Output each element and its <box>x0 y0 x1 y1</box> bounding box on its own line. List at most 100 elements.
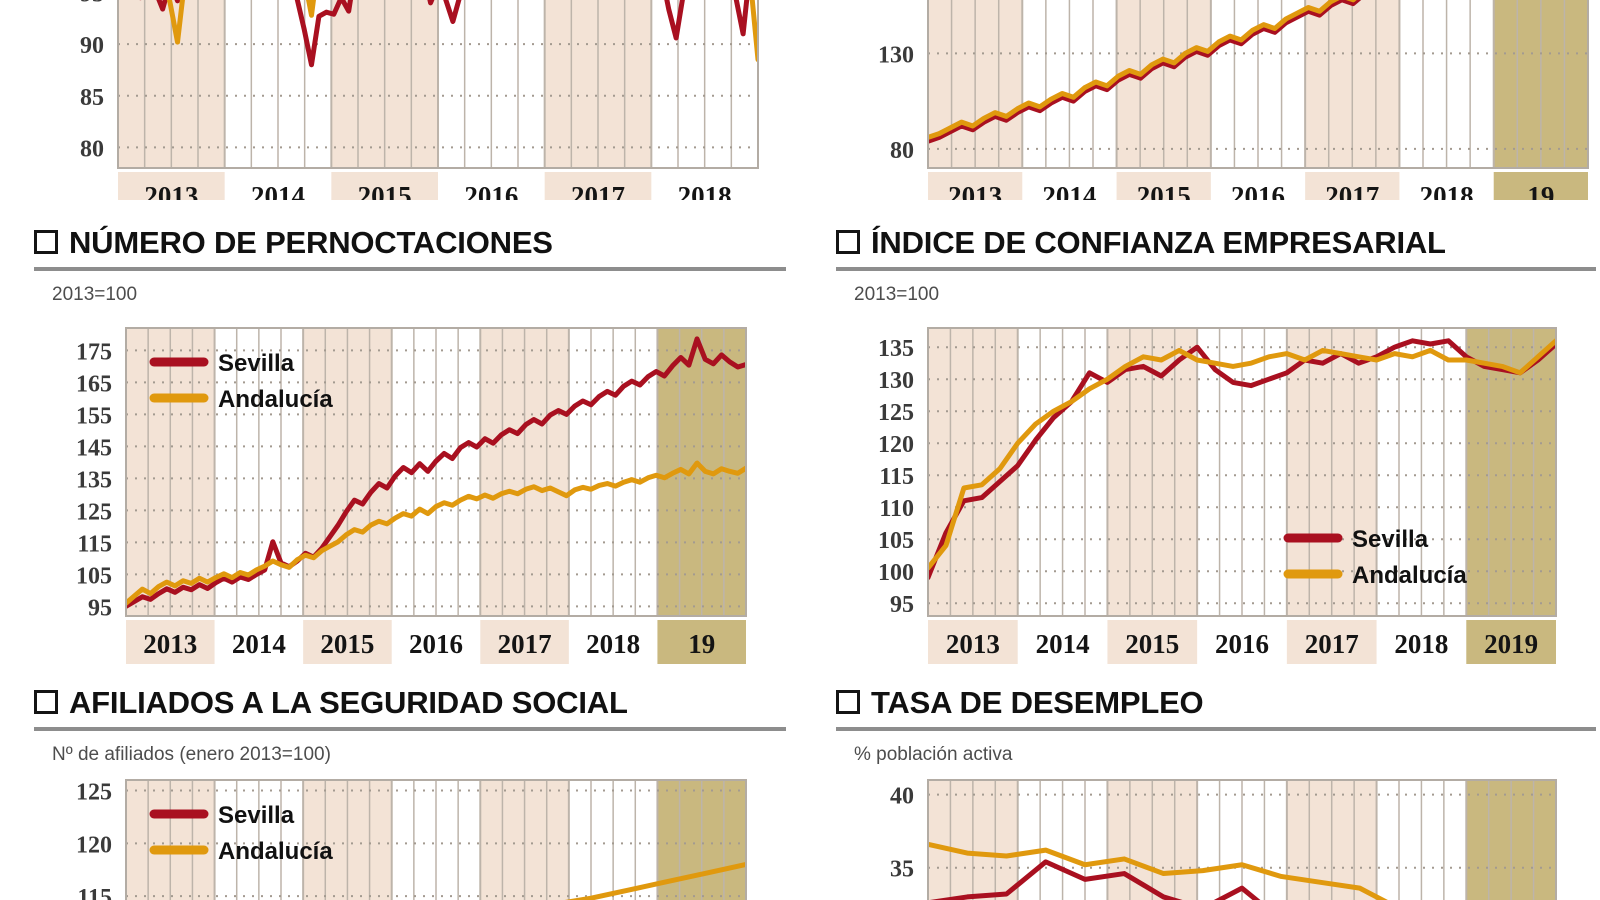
x-axis-tick-label-highlight: 19 <box>1527 181 1554 200</box>
y-axis-tick-label: 115 <box>879 464 914 490</box>
legend-label: Andalucía <box>1352 562 1467 589</box>
y-axis-tick-label: 130 <box>878 42 914 68</box>
chart-top-left: 95 90 85 80 2013 2014 2015 2016 2017 2018 <box>26 0 786 200</box>
x-axis-tick-label: 2014 <box>251 181 305 200</box>
plot-frame <box>117 0 759 169</box>
x-axis-tick-label: 2013 <box>948 181 1002 200</box>
chart-svg: 135 130 125 120 115 110 105 100 95 2013 2014 2015 20… <box>878 327 1557 664</box>
x-axis-tick-label-highlight: 2019 <box>1484 629 1538 659</box>
x-axis-band <box>118 172 225 200</box>
chart-legend: Sevilla Andalucía <box>1283 526 1467 589</box>
x-axis-tick-label: 2015 <box>1125 629 1179 659</box>
panel-pernoctaciones: NÚMERO DE PERNOCTACIONES 2013=100 175 165… <box>34 222 786 664</box>
section-header-pernoctaciones: NÚMERO DE PERNOCTACIONES <box>34 222 786 262</box>
x-axis-tick-label: 2013 <box>946 629 1000 659</box>
series-line-andaluca <box>928 0 1357 140</box>
axis-unit-label: 2013=100 <box>52 284 138 305</box>
y-axis-tick-label: 80 <box>80 136 104 162</box>
chart-confianza: 135 130 125 120 115 110 105 100 95 2013 2014 2015 20… <box>836 304 1596 674</box>
y-axis-tick-label: 125 <box>76 499 112 525</box>
x-axis-band <box>1116 172 1211 200</box>
x-axis-band <box>331 172 438 200</box>
x-axis-tick-label: 2013 <box>144 181 198 200</box>
checkbox-icon[interactable] <box>836 230 860 254</box>
x-axis-tick-label: 2014 <box>232 629 286 659</box>
x-axis-tick-label: 2016 <box>409 629 463 659</box>
y-axis-tick-label: 35 <box>890 857 914 883</box>
y-axis-tick-label: 95 <box>80 0 104 8</box>
y-axis-tick-label: 120 <box>76 832 112 858</box>
x-axis-tick-label: 2017 <box>498 629 552 659</box>
plot-frame <box>927 779 1557 900</box>
y-axis-tick-label: 110 <box>879 496 914 522</box>
x-axis-tick-label: 2015 <box>358 181 412 200</box>
plot-frame <box>927 0 1589 169</box>
y-axis-tick-label: 105 <box>878 528 914 554</box>
series-line-andaluca <box>126 460 746 606</box>
x-axis-tick-label: 2018 <box>1394 629 1448 659</box>
y-axis-tick-label: 105 <box>76 563 112 589</box>
series-line-sevilla <box>928 0 1362 144</box>
x-axis-tick-label: 2017 <box>571 181 625 200</box>
checkbox-icon[interactable] <box>34 230 58 254</box>
page-title: AFILIADOS A LA SEGURIDAD SOCIAL <box>69 684 628 720</box>
y-axis-tick-label: 95 <box>88 595 112 621</box>
legend-label: Sevilla <box>1352 526 1429 553</box>
page-title: TASA DE DESEMPLEO <box>871 684 1204 720</box>
chart-pernoctaciones: 175 165 155 145 135 125 115 105 95 2013 2014 2015 20… <box>34 304 786 674</box>
x-axis-tick-label: 2013 <box>143 629 197 659</box>
page-title: NÚMERO DE PERNOCTACIONES <box>69 224 553 260</box>
y-axis-tick-label: 40 <box>890 784 914 810</box>
chart-desempleo: 40 35 <box>836 764 1596 900</box>
x-axis-band <box>1286 620 1377 664</box>
y-axis-tick-label: 100 <box>878 560 914 586</box>
checkbox-icon[interactable] <box>34 690 58 714</box>
y-axis-tick-label: 135 <box>76 467 112 493</box>
series-line-sevilla <box>929 859 1261 900</box>
checkbox-icon[interactable] <box>836 690 860 714</box>
section-header-desempleo: TASA DE DESEMPLEO <box>836 682 1596 722</box>
section-header-confianza: ÍNDICE DE CONFIANZA EMPRESARIAL <box>836 222 1596 262</box>
series-line-sevilla <box>928 338 1556 581</box>
x-axis-band-highlight <box>1493 172 1588 200</box>
y-axis-tick-label: 115 <box>77 531 112 557</box>
x-axis-tick-label: 2016 <box>1215 629 1269 659</box>
divider <box>34 727 786 731</box>
y-axis-tick-label: 135 <box>878 336 914 362</box>
chart-svg: 40 35 <box>890 779 1557 900</box>
chart-svg: 130 80 2013 2014 2015 2016 2017 2018 19 <box>878 0 1589 200</box>
x-axis-band <box>1305 172 1400 200</box>
y-axis-tick-label: 95 <box>890 592 914 618</box>
y-axis-tick-label: 165 <box>76 371 112 397</box>
x-axis-tick-label: 2015 <box>1137 181 1191 200</box>
legend-label: Andalucía <box>218 386 333 413</box>
y-axis-tick-label: 175 <box>76 339 112 365</box>
x-axis-tick-label: 2014 <box>1036 629 1090 659</box>
y-axis-tick-label: 115 <box>77 885 112 900</box>
x-axis-tick-label: 2016 <box>464 181 518 200</box>
x-axis-tick-label: 2015 <box>320 629 374 659</box>
x-axis-band <box>928 620 1018 664</box>
chart-top-right: 130 80 2013 2014 2015 2016 2017 2018 19 <box>836 0 1596 200</box>
x-axis-tick-label: 2018 <box>678 181 732 200</box>
x-axis-tick-label: 2018 <box>1420 181 1474 200</box>
x-axis-tick-label: 2016 <box>1231 181 1285 200</box>
x-axis-tick-label: 2014 <box>1042 181 1096 200</box>
panel-desempleo: TASA DE DESEMPLEO % población activa 40 3… <box>836 682 1596 900</box>
series-line-andaluca <box>928 841 1388 900</box>
divider <box>836 727 1596 731</box>
axis-unit-label: 2013=100 <box>854 284 940 305</box>
axis-unit-label: % población activa <box>854 744 1013 765</box>
plot-frame <box>927 327 1557 617</box>
chart-svg: 125 120 115 Sevilla Andalucía <box>76 779 747 900</box>
chart-legend: Sevilla Andalucía <box>149 350 333 413</box>
x-axis-band <box>303 620 392 664</box>
plot-frame <box>125 327 747 617</box>
x-axis-tick-label: 2018 <box>586 629 640 659</box>
panel-afiliados: AFILIADOS A LA SEGURIDAD SOCIAL Nº de af… <box>34 682 786 900</box>
y-axis-tick-label: 120 <box>878 432 914 458</box>
y-axis-tick-label: 85 <box>80 85 104 111</box>
divider <box>836 267 1596 271</box>
chart-legend: Sevilla Andalucía <box>149 802 333 865</box>
y-axis-tick-label: 90 <box>80 33 104 59</box>
